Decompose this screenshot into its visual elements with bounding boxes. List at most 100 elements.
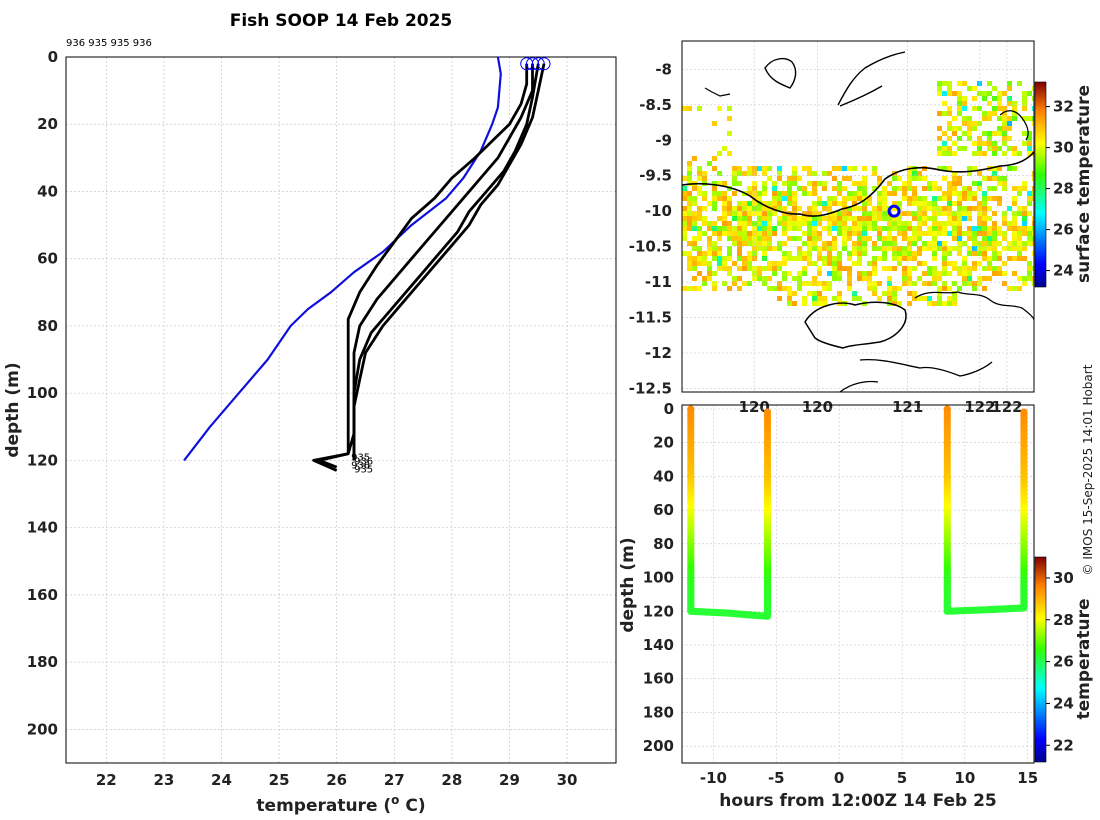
sst-cell [747,171,752,176]
sst-cell [762,186,767,191]
sst-cell [867,276,872,281]
sst-cell [762,181,767,186]
sst-cell [927,296,932,301]
sst-cell [772,191,777,196]
sst-cell [1007,246,1012,251]
ship-position-marker [887,204,901,218]
sst-cell [1007,96,1012,101]
sst-cell [877,256,882,261]
sst-cell [997,256,1002,261]
temperature-colorbar-ticks: 22 24 26 28 30 [1046,569,1074,754]
sst-cell [727,286,732,291]
sst-cell [1022,101,1027,106]
sst-cell [842,216,847,221]
sst-cell [972,96,977,101]
sst-cell [747,191,752,196]
sst-cell [727,231,732,236]
sst-cell [777,206,782,211]
sst-cell [1022,116,1027,121]
sst-cell [977,221,982,226]
sst-cell [762,231,767,236]
sst-cell [932,246,937,251]
sst-cell [742,261,747,266]
sst-cell [817,271,822,276]
sst-cell [862,211,867,216]
sst-cell [837,261,842,266]
sst-cell [962,106,967,111]
sst-cell [907,246,912,251]
sst-cell [962,216,967,221]
sst-cell [692,276,697,281]
sst-cell [972,106,977,111]
sst-cell [1002,136,1007,141]
sst-cell [732,276,737,281]
sst-cell [887,181,892,186]
sst-cell [782,226,787,231]
temperature-colorbar [1034,556,1047,763]
sst-cell [967,226,972,231]
sst-cell [762,211,767,216]
sst-cell [962,81,967,86]
sst-cell [917,196,922,201]
sst-cell [867,201,872,206]
sst-cell [942,286,947,291]
sst-cell [967,271,972,276]
sst-cell [772,211,777,216]
sst-cell [802,251,807,256]
sst-cell [967,116,972,121]
sst-cell [842,236,847,241]
sst-cell [922,231,927,236]
sst-cell [852,291,857,296]
sst-cell [812,216,817,221]
sst-cell [772,271,777,276]
sst-cell [987,136,992,141]
section-tracks [687,405,1028,620]
sst-cell [722,231,727,236]
sst-cell [847,216,852,221]
sst-cell [902,191,907,196]
sst-cell [942,111,947,116]
sst-cell [737,231,742,236]
sst-cell [1002,116,1007,121]
sst-cell [967,211,972,216]
colorbar-tick-label: 26 [1053,653,1074,671]
sst-cell [937,86,942,91]
sst-cell [987,261,992,266]
sst-cell [987,141,992,146]
sst-cell [817,246,822,251]
sst-cell [797,221,802,226]
sst-cell [762,191,767,196]
sst-cell [992,86,997,91]
sst-cell [752,186,757,191]
sst-cell [867,221,872,226]
sst-cell [967,236,972,241]
sst-cell [1012,201,1017,206]
time-depth-section: -10 -5 0 5 10 15 0 20 40 60 80 100 120 140 160 180 200 h… [618,400,1094,811]
sst-cell [747,201,752,206]
sst-cell [947,271,952,276]
sst-cell [732,176,737,181]
sst-cell [917,226,922,231]
sst-cell [962,96,967,101]
y-tick-label: 40 [37,182,58,200]
sst-cell [862,181,867,186]
sst-cell [727,206,732,211]
sst-cell [742,231,747,236]
sst-cell [787,291,792,296]
sst-cell [972,286,977,291]
sst-cell [1002,151,1007,156]
sst-cell [682,186,687,191]
sst-cell [857,296,862,301]
sst-cell [832,276,837,281]
sst-cell [892,176,897,181]
sst-cell [687,211,692,216]
sst-cell [967,171,972,176]
sst-cell [932,301,937,306]
sst-cell [972,261,977,266]
sst-cell [887,276,892,281]
sst-cell [967,276,972,281]
sst-cell [827,251,832,256]
sst-cell [962,121,967,126]
sst-cell [937,146,942,151]
sst-cell [807,216,812,221]
